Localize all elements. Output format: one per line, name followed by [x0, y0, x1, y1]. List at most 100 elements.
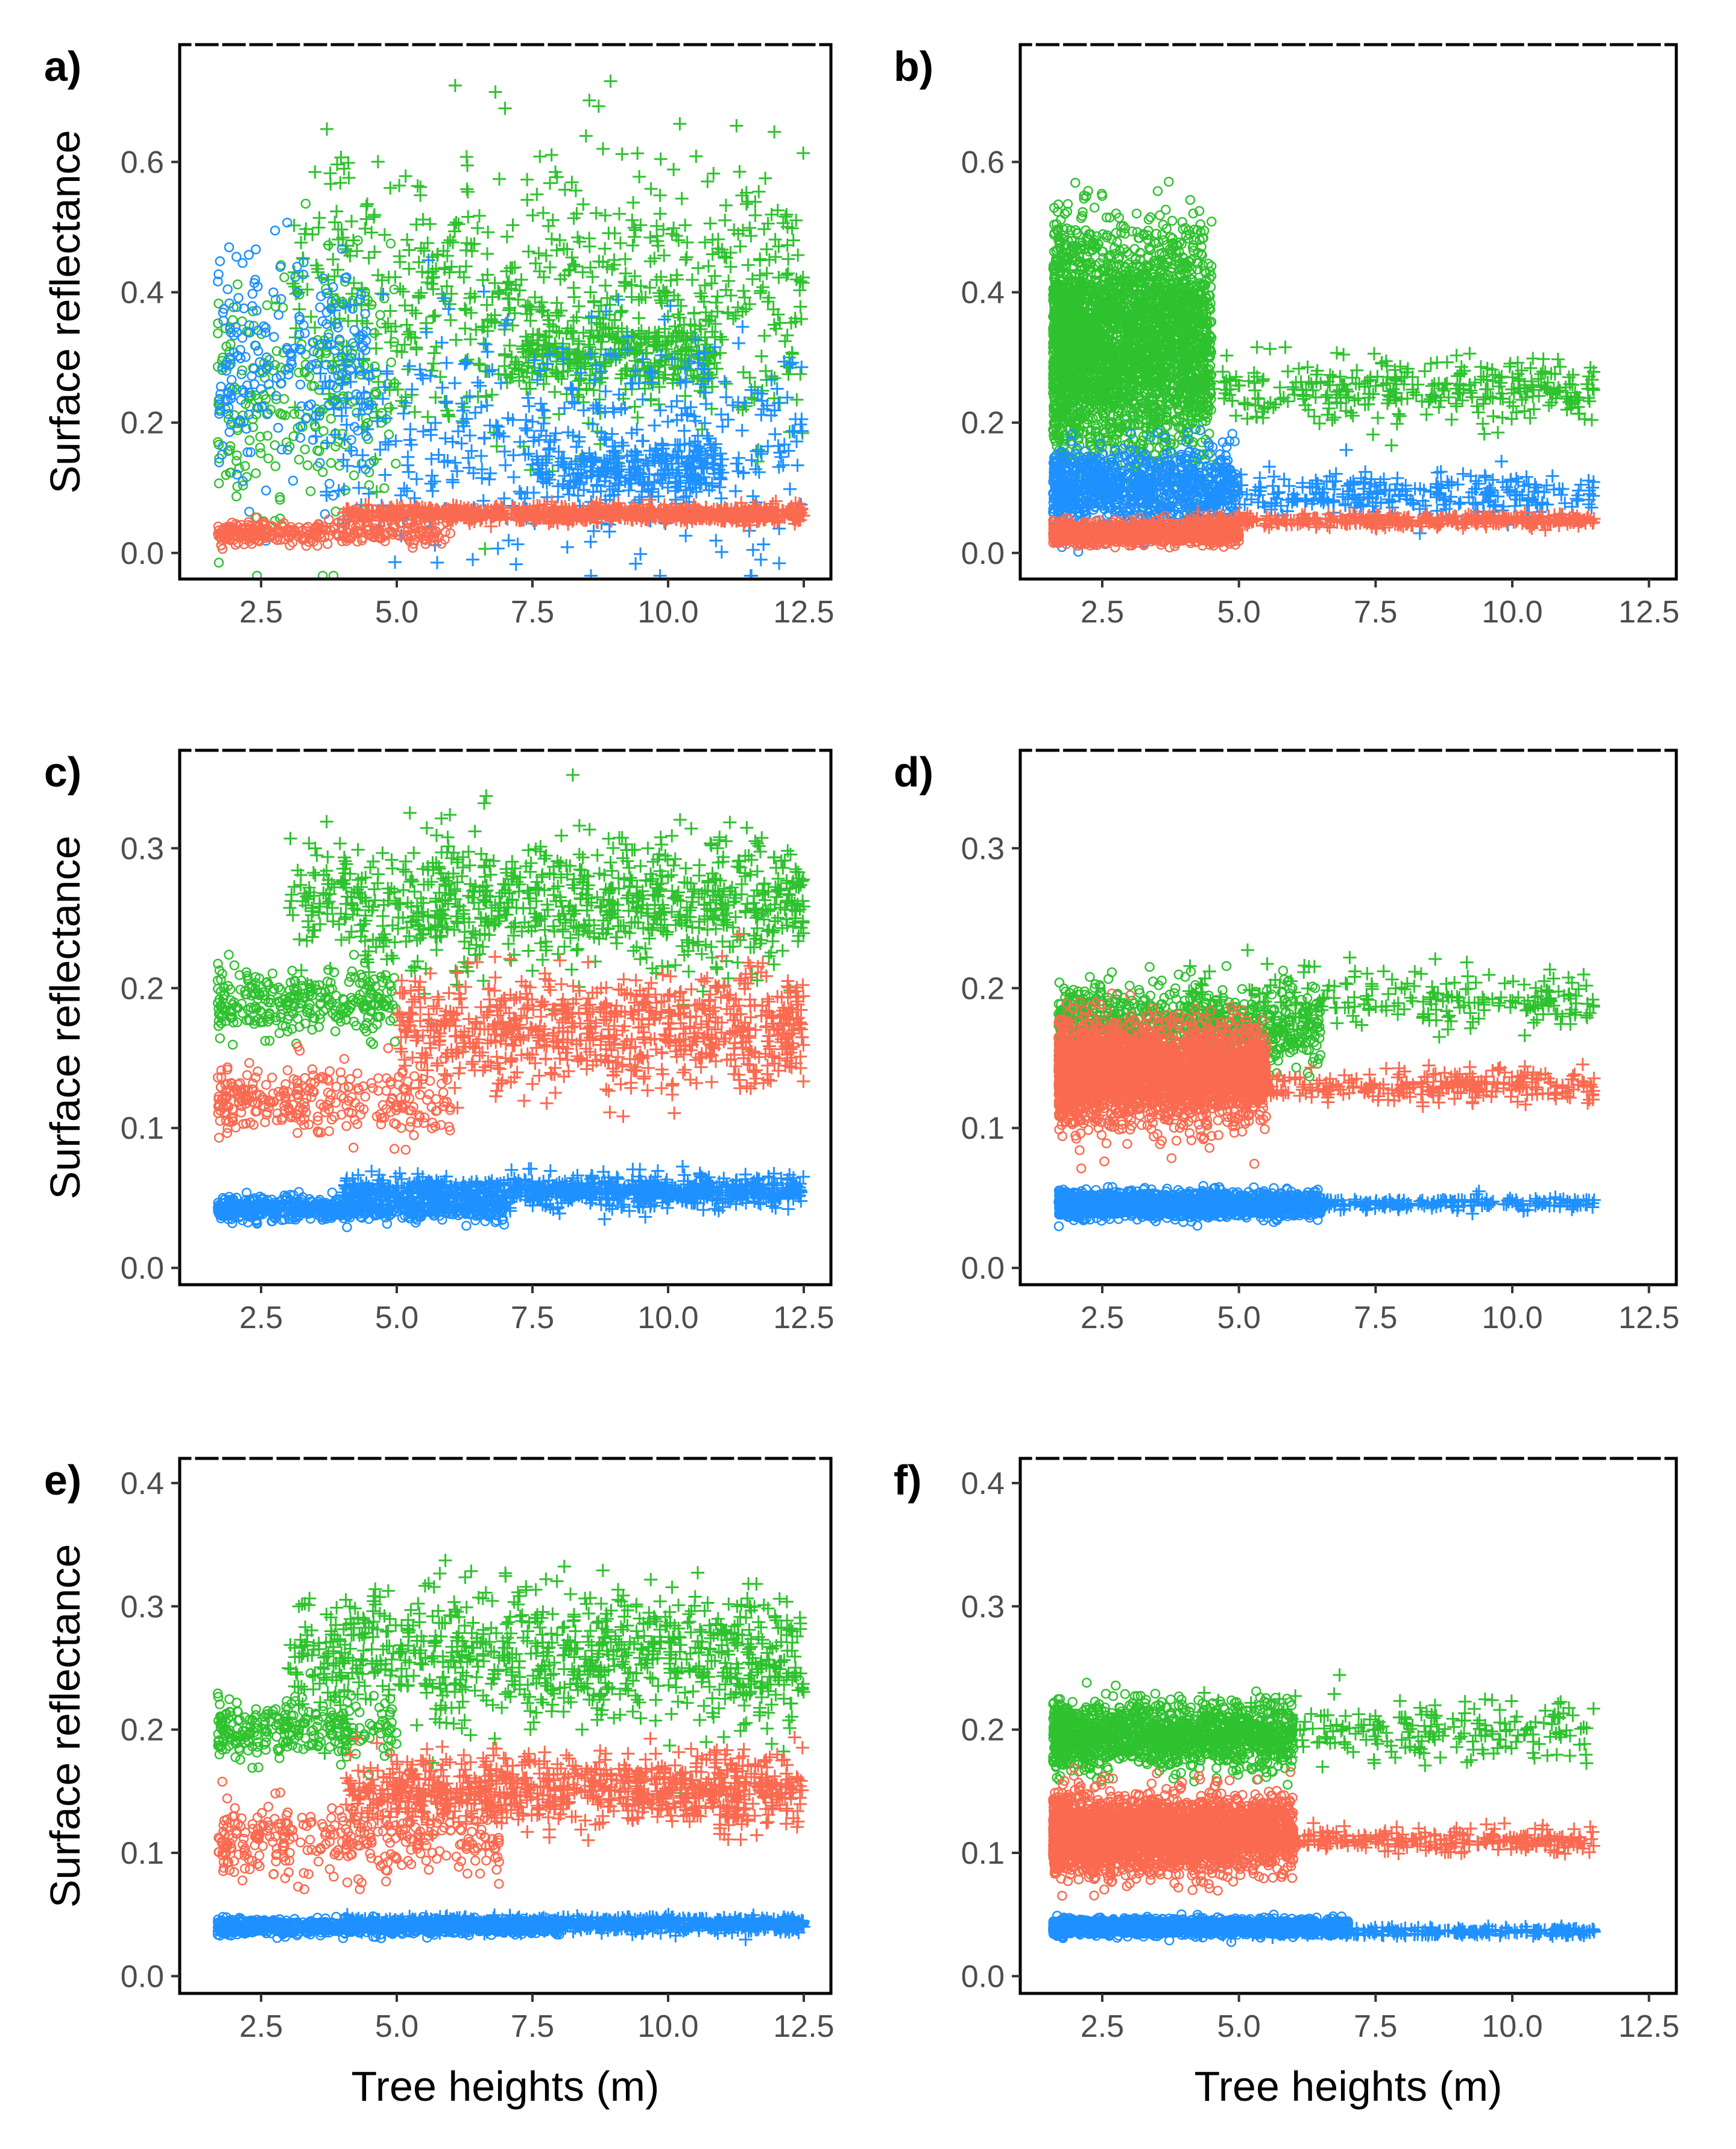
scatter-point [342, 510, 356, 524]
scatter-point [294, 236, 308, 250]
scatter-point [226, 339, 236, 349]
scatter-point [643, 493, 657, 507]
scatter-point [785, 221, 799, 235]
scatter-point [213, 299, 224, 309]
scatter-point [753, 253, 767, 267]
scatter-point [499, 317, 513, 331]
scatter-point [217, 362, 227, 373]
scatter-point [450, 510, 464, 524]
scatter-point [508, 306, 522, 320]
scatter-point [332, 318, 342, 329]
scatter-point [485, 363, 499, 377]
scatter-point [494, 376, 508, 390]
scatter-point [337, 162, 351, 176]
scatter-point [496, 507, 510, 521]
scatter-point [713, 480, 727, 494]
scatter-point [383, 181, 397, 195]
scatter-point [271, 394, 282, 405]
scatter-point [567, 397, 581, 410]
scatter-point [481, 226, 495, 239]
scatter-point [649, 340, 663, 353]
scatter-point [585, 324, 598, 337]
scatter-point [257, 402, 268, 413]
scatter-point [589, 452, 602, 466]
scatter-point [353, 460, 367, 473]
scatter-point [498, 101, 512, 115]
scatter-point [471, 376, 485, 390]
scatter-point [678, 437, 692, 451]
scatter-point [599, 503, 613, 516]
scatter-point [250, 512, 260, 522]
scatter-point [788, 517, 801, 531]
scatter-point [743, 371, 757, 385]
scatter-point [466, 552, 479, 566]
scatter-point [355, 298, 368, 312]
panel-b: 2.5 5.0 7.5 10.0 12.50.00.20.40.6b) [894, 42, 1679, 630]
scatter-point [535, 296, 549, 309]
scatter-point [268, 287, 279, 297]
scatter-point [438, 262, 452, 276]
scatter-point [365, 226, 379, 239]
scatter-point [328, 215, 342, 229]
scatter-point [759, 364, 772, 378]
scatter-point [359, 199, 373, 213]
scatter-point [425, 469, 439, 483]
scatter-point [232, 450, 242, 461]
scatter-point [399, 169, 412, 183]
scatter-point [262, 352, 272, 362]
scatter-point [768, 372, 781, 385]
scatter-point [294, 312, 305, 322]
scatter-point [481, 247, 494, 261]
scatter-point [698, 385, 712, 399]
scatter-point [379, 320, 393, 334]
scatter-point [350, 314, 364, 328]
scatter-point [543, 347, 557, 361]
scatter-point [643, 365, 657, 379]
scatter-point [604, 74, 617, 88]
scatter-point [1205, 304, 1216, 315]
scatter-point [236, 369, 247, 379]
scatter-point [324, 478, 335, 489]
scatter-point [223, 395, 233, 406]
scatter-point [643, 230, 657, 244]
scatter-point [321, 273, 335, 286]
scatter-point [526, 415, 540, 429]
scatter-point [213, 478, 224, 489]
scatter-point [716, 420, 730, 434]
scatter-point [599, 305, 613, 318]
scatter-point [698, 416, 712, 430]
scatter-point [475, 400, 488, 414]
scatter-point [445, 528, 456, 539]
scatter-point [625, 426, 639, 440]
scatter-point [448, 78, 462, 92]
scatter-point [252, 402, 262, 413]
scatter-point [288, 265, 301, 279]
scatter-point [627, 195, 640, 209]
scatter-point [589, 358, 603, 372]
scatter-point [629, 364, 643, 378]
scatter-point [719, 390, 733, 404]
scatter-point [409, 341, 423, 354]
scatter-point [625, 454, 639, 468]
scatter-point [623, 471, 637, 485]
scatter-point [751, 386, 765, 400]
scatter-point [462, 513, 476, 527]
scatter-point [497, 492, 511, 505]
scatter-point [461, 185, 475, 198]
scatter-point [566, 429, 580, 442]
scatter-point [670, 268, 684, 282]
scatter-point [323, 332, 333, 343]
scatter-point [628, 400, 642, 414]
scatter-point [586, 417, 599, 431]
scatter-point [361, 422, 374, 436]
scatter-point [232, 525, 242, 536]
scatter-point [707, 166, 721, 180]
scatter-point [687, 306, 701, 320]
scatter-point [606, 401, 620, 415]
scatter-point [425, 505, 439, 518]
scatter-point [543, 261, 557, 274]
scatter-point [772, 396, 785, 410]
scatter-point [213, 318, 223, 329]
scatter-point [539, 248, 553, 262]
scatter-point [288, 400, 302, 414]
